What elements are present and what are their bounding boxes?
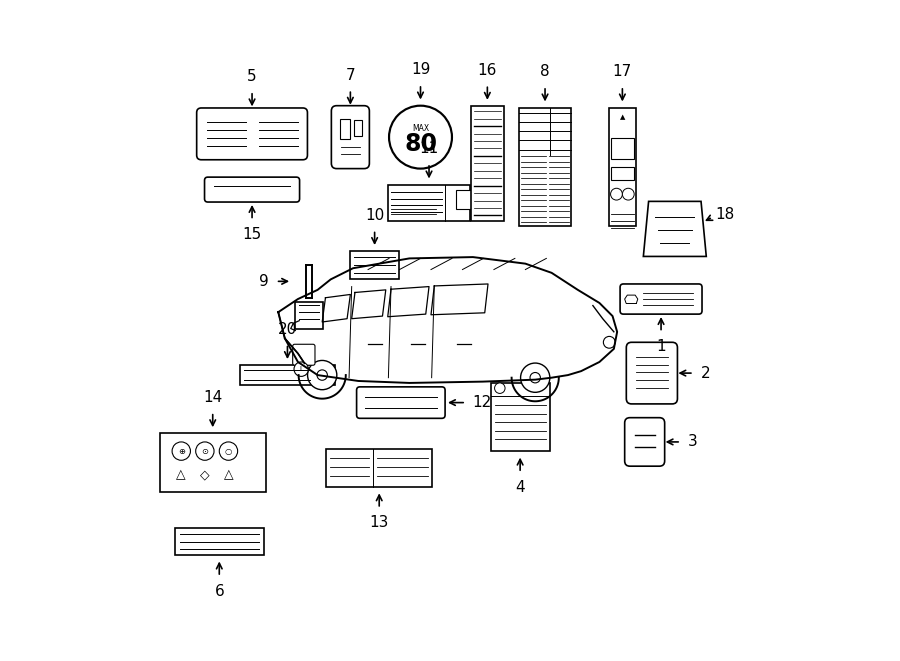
Text: 3: 3 [688, 434, 698, 449]
FancyBboxPatch shape [626, 342, 678, 404]
FancyBboxPatch shape [204, 177, 300, 202]
Text: MAX: MAX [412, 124, 429, 133]
Circle shape [317, 370, 328, 380]
Text: 19: 19 [410, 63, 430, 77]
Text: △: △ [223, 468, 233, 481]
FancyBboxPatch shape [197, 108, 308, 160]
Bar [388, 184, 470, 221]
Bar [326, 449, 432, 487]
FancyBboxPatch shape [356, 387, 446, 418]
Text: 8: 8 [540, 65, 550, 79]
FancyBboxPatch shape [620, 284, 702, 314]
Text: 9: 9 [259, 274, 269, 289]
Circle shape [172, 442, 191, 460]
Bar [350, 251, 400, 279]
Bar [518, 108, 572, 225]
Text: 16: 16 [478, 63, 497, 78]
Text: 20: 20 [278, 322, 297, 337]
Text: 4: 4 [516, 480, 525, 494]
Text: 7: 7 [346, 67, 356, 83]
Bar [491, 383, 550, 451]
Text: 15: 15 [242, 227, 262, 242]
Bar [295, 302, 323, 329]
Text: ◇: ◇ [200, 468, 210, 481]
Text: ⊙: ⊙ [202, 447, 209, 455]
Circle shape [530, 373, 540, 383]
Circle shape [308, 360, 337, 390]
Text: 14: 14 [203, 390, 222, 405]
Text: ▲: ▲ [620, 114, 625, 120]
Text: 2: 2 [700, 366, 710, 381]
Bar [159, 434, 266, 492]
Text: 12: 12 [472, 395, 492, 410]
Circle shape [520, 363, 550, 393]
Circle shape [623, 188, 634, 200]
Text: 11: 11 [419, 141, 438, 157]
Bar [455, 190, 472, 209]
Text: 80: 80 [404, 132, 437, 156]
Text: 13: 13 [370, 516, 389, 530]
FancyBboxPatch shape [625, 418, 665, 466]
Circle shape [495, 383, 505, 393]
Bar [611, 137, 634, 159]
Bar [608, 108, 636, 225]
Bar [315, 367, 331, 383]
Text: L: L [300, 366, 303, 372]
Bar [175, 527, 264, 555]
FancyBboxPatch shape [331, 106, 369, 169]
Text: 6: 6 [214, 584, 224, 598]
Text: 1: 1 [656, 339, 666, 354]
Text: ⊕: ⊕ [178, 447, 184, 455]
Bar [240, 366, 335, 385]
Circle shape [294, 362, 309, 376]
FancyBboxPatch shape [292, 344, 315, 366]
Circle shape [610, 188, 623, 200]
Bar [471, 106, 504, 221]
Text: 10: 10 [365, 208, 384, 223]
Circle shape [195, 442, 214, 460]
Circle shape [389, 106, 452, 169]
Bar [611, 167, 634, 180]
Text: 18: 18 [716, 207, 734, 222]
Bar [355, 120, 362, 136]
Text: 17: 17 [613, 65, 632, 79]
Polygon shape [644, 202, 706, 256]
Circle shape [220, 442, 238, 460]
Text: ○: ○ [225, 447, 232, 455]
Circle shape [603, 336, 616, 348]
Text: 5: 5 [248, 69, 256, 85]
Bar [340, 120, 350, 139]
Text: △: △ [176, 468, 186, 481]
